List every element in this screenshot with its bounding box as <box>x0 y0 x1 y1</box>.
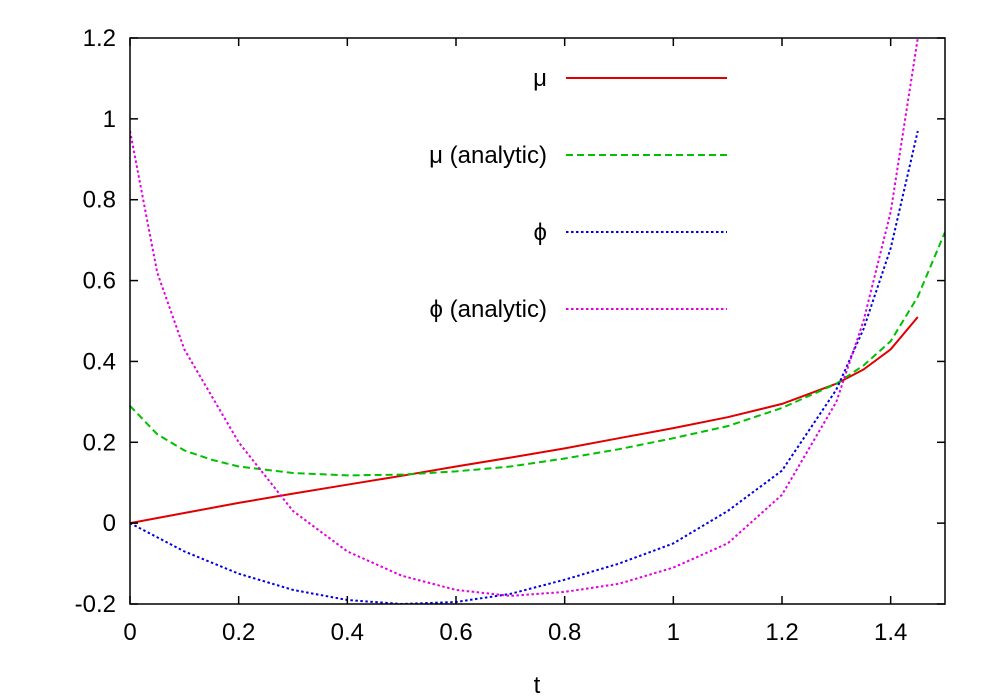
series-line-1 <box>130 316 919 525</box>
series-lines <box>130 38 945 604</box>
series-line-2 <box>130 231 945 477</box>
x-tick-label: 1.2 <box>765 619 798 646</box>
y-tick-label: 1.2 <box>83 25 116 52</box>
legend-label-4: ϕ (analytic) <box>430 296 547 323</box>
axis-ticks: 0 0.2 0.4 0.6 0.8 1 1.2 1.4 -0.2 0 0.2 0.4 0.6 0.8 1 1.… <box>75 25 945 646</box>
y-tick-label: 0.8 <box>83 187 116 214</box>
x-tick-label: 0.8 <box>548 619 581 646</box>
x-tick-label: 0.2 <box>222 619 255 646</box>
y-tick-label: 0.6 <box>83 268 116 295</box>
legend-label-3: ϕ <box>534 219 547 246</box>
y-tick-label: -0.2 <box>75 591 116 618</box>
x-tick-label: 1 <box>667 619 680 646</box>
series-line-3 <box>130 130 919 604</box>
legend: μ μ (analytic) ϕ ϕ (analytic) <box>429 65 727 323</box>
x-axis-label: t <box>534 672 541 699</box>
y-tick-label: 0.4 <box>83 348 116 375</box>
y-tick-label: 0 <box>103 510 116 537</box>
series-line-4 <box>130 38 919 597</box>
plot-frame <box>129 37 946 605</box>
legend-label-1: μ <box>533 65 547 92</box>
x-tick-label: 1.4 <box>874 619 907 646</box>
legend-label-2: μ (analytic) <box>429 142 547 169</box>
x-tick-label: 0.4 <box>331 619 364 646</box>
y-tick-label: 1 <box>103 106 116 133</box>
x-tick-label: 0 <box>123 619 136 646</box>
x-tick-label: 0.6 <box>439 619 472 646</box>
y-tick-label: 0.2 <box>83 429 116 456</box>
